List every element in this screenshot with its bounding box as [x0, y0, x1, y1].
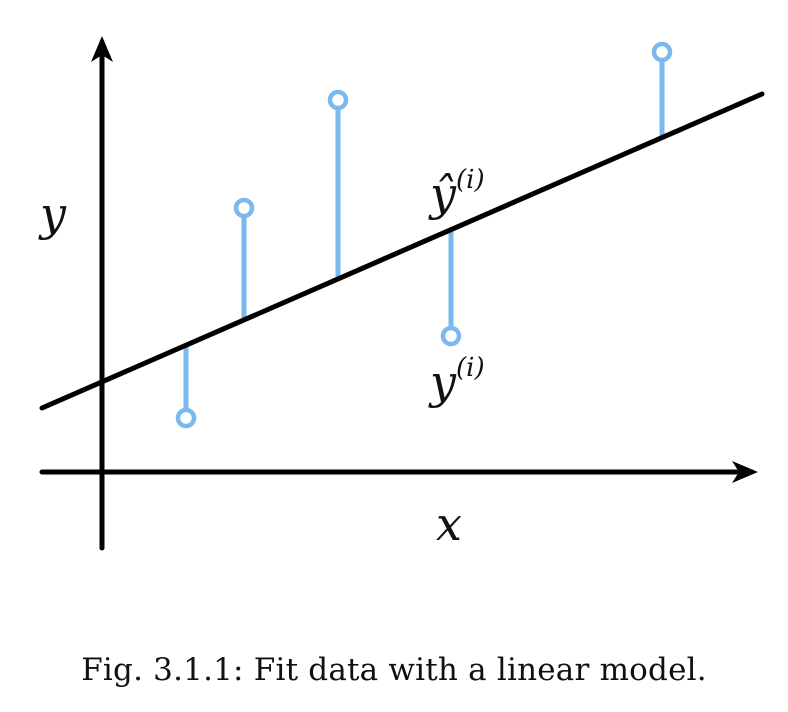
observed-symbol: y [428, 355, 457, 409]
y-axis-arrowhead [91, 36, 113, 62]
x-axis-arrowhead [732, 461, 758, 483]
data-point [327, 89, 349, 111]
data-point [233, 197, 255, 219]
regression-line [39, 91, 765, 411]
data-point [440, 325, 462, 347]
observed-label: y(i) [428, 353, 485, 409]
observed-superscript: (i) [456, 353, 485, 383]
residuals-group [183, 60, 665, 410]
linear-regression-diagram: y x ŷ(i) y(i) [38, 36, 765, 551]
data-point [175, 407, 197, 429]
figure-caption: Fig. 3.1.1: Fit data with a linear model… [81, 652, 707, 688]
data-point [651, 41, 673, 63]
x-axis-label: x [436, 497, 462, 551]
predicted-symbol: ŷ [428, 167, 457, 221]
y-axis-label: y [38, 187, 67, 241]
predicted-label: ŷ(i) [428, 165, 485, 221]
points-group [175, 41, 673, 429]
predicted-superscript: (i) [456, 165, 485, 195]
